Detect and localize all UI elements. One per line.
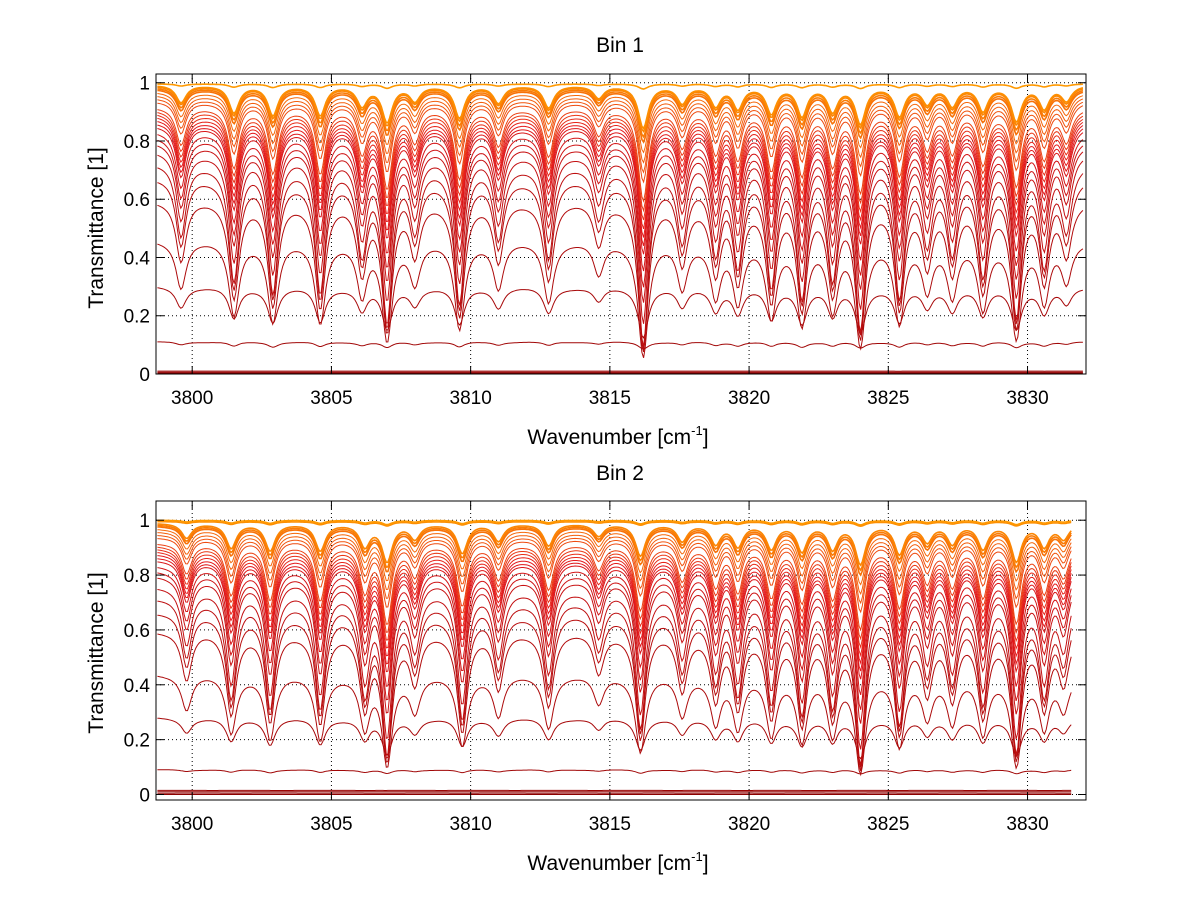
transmittance-series-line [157,88,1084,139]
y-tick-label: 0.8 [124,566,150,587]
transmittance-series-line [157,89,1084,144]
transmittance-series-line [157,532,1072,596]
transmittance-series-line [157,567,1072,696]
transmittance-series-line [157,717,1072,760]
bin-2-axes-box [155,500,1087,801]
bin-1-series-lines [157,83,1084,375]
transmittance-series-line [157,124,1084,246]
bin-1-x-axis-label: Wavenumber [cm-1] [527,423,708,449]
transmittance-series-line [157,139,1084,288]
bin-1-axes-box [155,73,1087,375]
transmittance-series-line [157,600,1072,766]
transmittance-series-line [157,633,1072,772]
transmittance-series-line [157,99,1084,174]
x-tick-label: 3800 [171,388,213,409]
transmittance-series-line [157,243,1084,358]
transmittance-series-line [157,128,1084,255]
transmittance-series-line [157,544,1072,632]
bin-2-x-axis-label: Wavenumber [cm-1] [527,849,708,875]
transmittance-series-line [157,109,1084,203]
x-tick-label: 3805 [310,814,352,835]
transmittance-series-line [157,182,1084,349]
x-tick-label: 3820 [728,388,770,409]
transmittance-series-line [157,769,1072,775]
transmittance-series-line [157,614,1072,768]
transmittance-series-line [157,549,1072,649]
x-tick-label: 3810 [450,388,492,409]
transmittance-series-line [157,287,1084,339]
y-tick-label: 0 [139,786,150,807]
transmittance-series-line [157,204,1084,353]
transmittance-series-line [157,555,1072,666]
bin-1-x-ticks: 3800 3805 3810 3815 3820 3825 3830 [171,74,1049,409]
transmittance-series-line [157,96,1084,164]
transmittance-series-line [157,83,1083,90]
transmittance-series-line [157,114,1084,221]
transmittance-series-line [157,589,1072,750]
bin-2-y-ticks: 0 0.2 0.4 0.6 0.8 1 [124,511,1086,807]
y-tick-label: 1 [139,74,150,95]
bin-1-title: Bin 1 [596,34,644,57]
x-tick-label: 3825 [867,814,909,835]
transmittance-series-line [157,535,1072,605]
transmittance-series-line [157,546,1072,641]
transmittance-series-line [157,134,1084,272]
bin-2-x-ticks: 3800 3805 3810 3815 3820 3825 3830 [171,501,1049,835]
transmittance-series-line [157,154,1084,324]
transmittance-series-line [157,529,1072,586]
transmittance-series-line [157,93,1084,154]
transmittance-series-line [157,577,1072,724]
transmittance-series-line [157,538,1072,614]
y-tick-label: 0.4 [124,676,151,697]
bin-1-y-axis-label: Transmittance [1] [85,147,108,308]
transmittance-series-line [157,145,1084,303]
x-tick-label: 3825 [867,388,909,409]
x-tick-label: 3830 [1006,814,1048,835]
transmittance-series-line [157,526,1072,577]
transmittance-series-line [157,102,1084,184]
transmittance-series-line [157,121,1084,238]
y-tick-label: 1 [139,511,150,532]
bin-2-title: Bin 2 [596,462,644,485]
transmittance-series-line [157,572,1072,710]
transmittance-series-line [157,524,1072,572]
transmittance-series-line [157,552,1072,658]
y-tick-label: 0.6 [124,621,150,642]
x-tick-label: 3810 [450,814,492,835]
bin-1-plot: Bin 1 3800 3805 3810 3815 3820 3825 3830 00.20… [85,34,1087,449]
bin-2-series-lines [157,519,1072,795]
bin-2-plot: Bin 2 3800 3805 3810 3815 3820 3825 3830 00.20… [85,462,1087,875]
bin-2-y-axis-label: Transmittance [1] [85,572,108,733]
transmittance-series-line [157,112,1084,213]
x-tick-label: 3815 [589,814,631,835]
transmittance-series-line [157,675,1072,777]
y-tick-label: 0.6 [124,190,150,211]
transmittance-series-line [157,341,1083,350]
x-tick-label: 3820 [728,814,770,835]
x-tick-label: 3805 [310,388,352,409]
transmittance-series-line [157,117,1084,230]
transmittance-series-line [157,520,1072,528]
y-tick-label: 0.8 [124,132,150,153]
x-tick-label: 3800 [171,814,213,835]
y-tick-label: 0 [139,365,150,386]
x-tick-label: 3830 [1006,388,1048,409]
x-tick-label: 3815 [589,388,631,409]
transmittance-series-line [157,558,1072,672]
y-tick-label: 0.4 [124,248,151,269]
bin-1-y-ticks: 0 0.2 0.4 0.6 0.8 1 [124,74,1086,386]
y-tick-label: 0.2 [124,731,150,752]
y-tick-label: 0.2 [124,307,150,328]
transmittance-series-line [157,167,1084,348]
transmittance-series-line [157,561,1072,680]
transmittance-series-line [157,85,1084,130]
transmittance-series-line [157,523,1072,567]
transmittance-series-line [157,519,1072,526]
